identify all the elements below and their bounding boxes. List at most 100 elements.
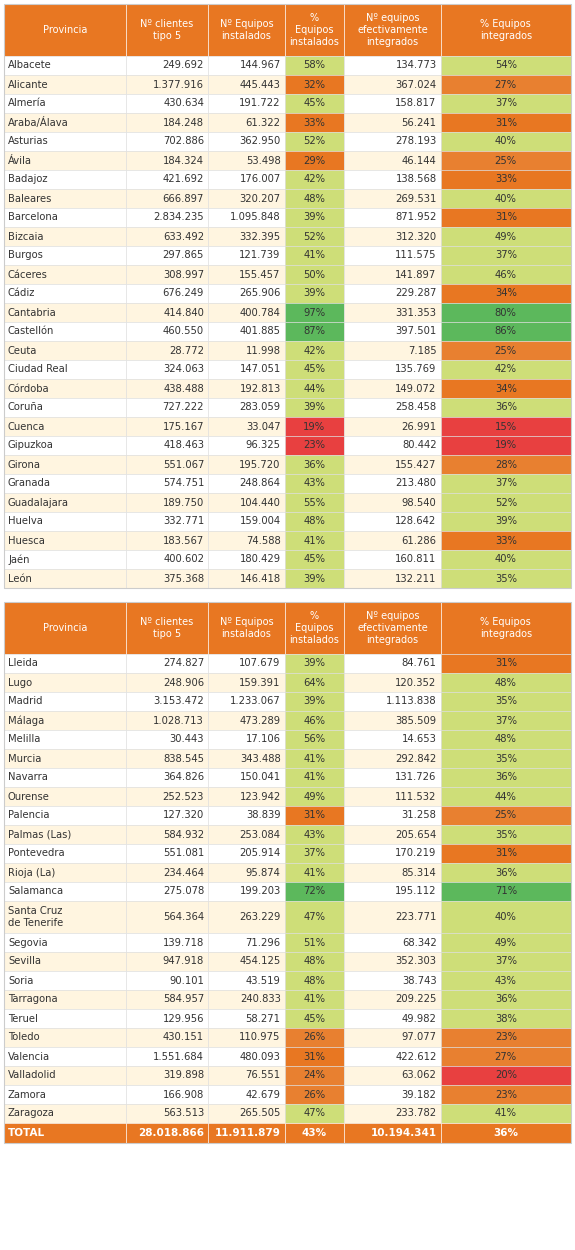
Text: 64%: 64%	[304, 678, 325, 688]
Bar	[4, 730, 126, 749]
Text: 192.813: 192.813	[239, 384, 281, 394]
Bar	[440, 1066, 571, 1085]
Text: 15%: 15%	[494, 421, 517, 431]
Text: 48%: 48%	[304, 956, 325, 966]
Text: 111.575: 111.575	[395, 250, 436, 260]
Text: 41%: 41%	[304, 535, 325, 545]
Text: 34%: 34%	[495, 384, 517, 394]
Text: 422.612: 422.612	[395, 1051, 436, 1061]
Text: Provincia: Provincia	[43, 622, 87, 632]
Bar	[440, 901, 571, 932]
Bar	[4, 602, 126, 654]
Text: 199.203: 199.203	[239, 886, 281, 896]
Text: 584.957: 584.957	[163, 995, 204, 1005]
Text: 39.182: 39.182	[402, 1090, 436, 1100]
Bar	[4, 436, 126, 455]
Bar	[4, 569, 126, 588]
Bar	[126, 112, 208, 132]
Bar	[208, 971, 285, 990]
Bar	[285, 1104, 344, 1122]
Text: 33%: 33%	[495, 535, 517, 545]
Bar	[440, 1085, 571, 1104]
Bar	[4, 208, 126, 227]
Text: Tarragona: Tarragona	[8, 995, 58, 1005]
Bar	[440, 569, 571, 588]
Bar	[208, 990, 285, 1009]
Text: Cuenca: Cuenca	[8, 421, 45, 431]
Bar	[4, 654, 126, 672]
Text: 39%: 39%	[304, 574, 325, 584]
Bar	[285, 602, 344, 654]
Bar	[344, 672, 440, 692]
Bar	[208, 246, 285, 265]
Text: 95.874: 95.874	[246, 867, 281, 877]
Text: 397.501: 397.501	[396, 326, 436, 336]
Bar	[440, 56, 571, 75]
Text: 352.303: 352.303	[396, 956, 436, 966]
Bar	[208, 1122, 285, 1142]
Bar	[4, 550, 126, 569]
Bar	[4, 932, 126, 952]
Text: 39%: 39%	[304, 402, 325, 412]
Text: 39%: 39%	[495, 516, 517, 526]
Text: Murcia: Murcia	[8, 754, 41, 764]
Text: 1.377.916: 1.377.916	[153, 80, 204, 90]
Bar	[344, 512, 440, 531]
Text: Pontevedra: Pontevedra	[8, 849, 64, 859]
Text: 35%: 35%	[495, 754, 517, 764]
Bar	[440, 436, 571, 455]
Bar	[208, 112, 285, 132]
Bar	[285, 492, 344, 512]
Text: Bizcaia: Bizcaia	[8, 231, 44, 241]
Text: 36%: 36%	[493, 1128, 518, 1138]
Text: TOTAL: TOTAL	[8, 1128, 45, 1138]
Text: 33%: 33%	[304, 118, 325, 127]
Bar	[344, 322, 440, 341]
Bar	[208, 341, 285, 360]
Bar	[285, 75, 344, 94]
Text: 702.886: 702.886	[163, 136, 204, 146]
Bar	[126, 711, 208, 730]
Text: 52%: 52%	[494, 498, 517, 508]
Bar	[126, 531, 208, 550]
Bar	[440, 862, 571, 882]
Bar	[126, 379, 208, 398]
Bar	[440, 228, 571, 246]
Bar	[126, 862, 208, 882]
Text: 252.523: 252.523	[163, 791, 204, 801]
Text: 35%: 35%	[495, 574, 517, 584]
Text: 2.834.235: 2.834.235	[154, 213, 204, 222]
Text: 34%: 34%	[495, 289, 517, 299]
Bar	[344, 151, 440, 170]
Text: 184.324: 184.324	[163, 155, 204, 165]
Text: 454.125: 454.125	[239, 956, 281, 966]
Bar	[344, 806, 440, 825]
Text: 41%: 41%	[304, 867, 325, 877]
Text: 98.540: 98.540	[402, 498, 436, 508]
Text: 36%: 36%	[495, 867, 517, 877]
Bar	[208, 132, 285, 151]
Bar	[344, 550, 440, 569]
Text: 129.956: 129.956	[163, 1014, 204, 1024]
Bar	[440, 825, 571, 844]
Bar	[440, 132, 571, 151]
Bar	[208, 882, 285, 901]
Text: 149.072: 149.072	[396, 384, 436, 394]
Bar	[440, 341, 571, 360]
Text: 375.368: 375.368	[163, 574, 204, 584]
Bar	[285, 693, 344, 711]
Bar	[208, 952, 285, 971]
Text: 41%: 41%	[304, 995, 325, 1005]
Bar	[285, 341, 344, 360]
Text: Ciudad Real: Ciudad Real	[8, 365, 68, 375]
Bar	[208, 265, 285, 284]
Text: 229.287: 229.287	[395, 289, 436, 299]
Text: % Equipos
integrados: % Equipos integrados	[480, 618, 532, 639]
Bar	[208, 806, 285, 825]
Text: 24%: 24%	[304, 1070, 325, 1080]
Text: 39%: 39%	[304, 213, 325, 222]
Text: Zamora: Zamora	[8, 1090, 47, 1100]
Text: 191.722: 191.722	[239, 99, 281, 109]
Bar	[440, 322, 571, 341]
Text: 180.429: 180.429	[240, 555, 281, 565]
